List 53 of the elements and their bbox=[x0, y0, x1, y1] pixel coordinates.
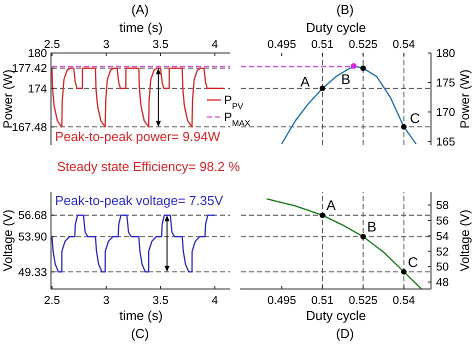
y-tick-label: 56.68 bbox=[18, 210, 47, 222]
y-tick-label: 52 bbox=[436, 246, 449, 258]
y-tick-label: 174 bbox=[28, 83, 48, 96]
y-tick-label: 180 bbox=[436, 48, 456, 60]
annotation: B bbox=[367, 218, 376, 235]
x-axis-title: time (s) bbox=[119, 20, 163, 35]
x-tick-label: 3 bbox=[103, 295, 110, 307]
x-tick-label: 0.51 bbox=[311, 295, 334, 307]
y-tick-label: 56 bbox=[436, 215, 449, 228]
annotation: A bbox=[300, 73, 310, 90]
legend-label: P$_{PV}$ bbox=[224, 93, 244, 111]
x-axis-title: Duty cycle bbox=[306, 308, 366, 323]
y-tick-label: 175 bbox=[436, 77, 456, 90]
x-tick-label: 0.495 bbox=[267, 295, 296, 307]
annotation: Peak-to-peak voltage= 7.35V bbox=[55, 193, 224, 208]
x-tick-label: 3.5 bbox=[152, 295, 169, 307]
y-tick-label: 53.90 bbox=[18, 232, 47, 244]
text: (D) bbox=[336, 326, 354, 341]
x-tick-label: 3.5 bbox=[152, 39, 169, 51]
y-tick-label: 54 bbox=[436, 230, 450, 243]
x-tick-label: 0.54 bbox=[392, 295, 416, 307]
x-tick-label: 0.525 bbox=[348, 295, 378, 307]
text: Steady state Efficiency= 98.2 % bbox=[57, 159, 240, 174]
legend-label: P$_{MAX}$ bbox=[224, 110, 251, 128]
x-axis-title: Duty cycle bbox=[306, 20, 366, 35]
y-axis-title: Voltage (V) bbox=[458, 210, 472, 272]
y-axis-title: Voltage (V) bbox=[1, 210, 15, 272]
x-tick-label: 0.525 bbox=[348, 39, 378, 51]
x-tick-label: 4 bbox=[212, 295, 219, 307]
x-tick-label: 2.5 bbox=[44, 295, 60, 307]
annotation: C bbox=[410, 110, 420, 126]
y-tick-label: 58 bbox=[436, 200, 449, 212]
y-tick-label: 50 bbox=[436, 262, 449, 274]
annotation: Peak-to-peak power= 9.94W bbox=[55, 129, 221, 144]
annotation: C bbox=[408, 254, 418, 270]
x-tick-label: 3 bbox=[103, 39, 110, 51]
annotation: A bbox=[326, 197, 336, 214]
chart-title: (A) bbox=[131, 2, 149, 17]
y-tick-label: 167.48 bbox=[12, 122, 47, 134]
text: (C) bbox=[130, 326, 150, 341]
x-axis-title: time (s) bbox=[119, 308, 163, 323]
y-tick-label: 49.33 bbox=[18, 266, 47, 279]
y-axis-title: Power (W) bbox=[458, 69, 472, 129]
y-tick-label: 170 bbox=[436, 106, 456, 119]
y-tick-label: 180 bbox=[28, 48, 47, 60]
y-tick-label: 165 bbox=[436, 136, 456, 148]
x-tick-label: 4 bbox=[212, 39, 219, 51]
y-tick-label: 48 bbox=[436, 277, 449, 290]
x-tick-label: 0.495 bbox=[267, 39, 296, 51]
chart-title: (B) bbox=[336, 2, 354, 17]
annotation: B bbox=[341, 71, 350, 88]
x-tick-label: 0.54 bbox=[392, 39, 416, 51]
x-tick-label: 0.51 bbox=[311, 39, 334, 51]
